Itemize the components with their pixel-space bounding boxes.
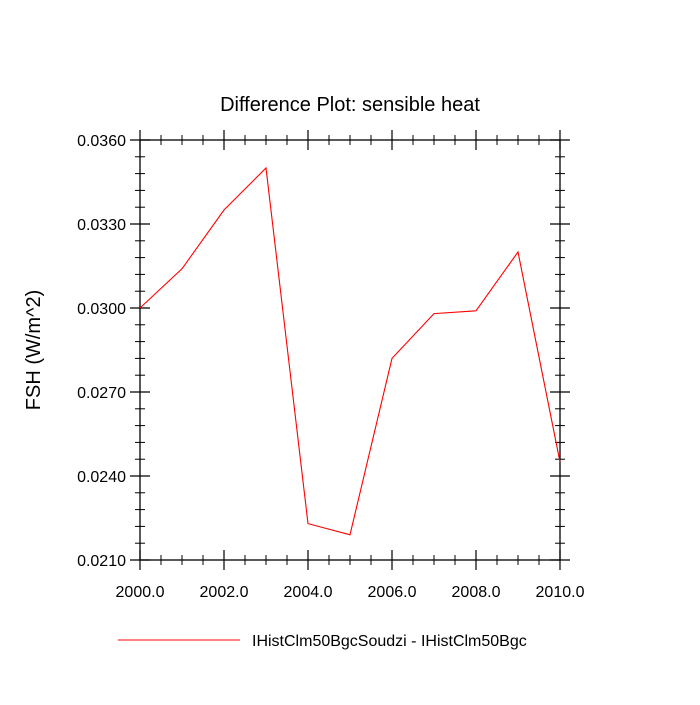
y-tick-label: 0.0270 <box>77 385 126 402</box>
plot-frame <box>139 139 561 561</box>
x-tick-label: 2006.0 <box>368 584 417 601</box>
series-line <box>139 166 561 536</box>
x-tick-label: 2004.0 <box>284 584 333 601</box>
y-tick-label: 0.0210 <box>77 553 126 570</box>
y-tick-label: 0.0360 <box>77 133 126 150</box>
y-tick-label: 0.0300 <box>77 301 126 318</box>
chart-title: Difference Plot: sensible heat <box>220 94 480 116</box>
plot-area: 0.0210 0.0240 0.0270 0.0300 0.0330 0.0360 2000… <box>77 130 585 601</box>
x-tick-label: 2000.0 <box>116 584 165 601</box>
y-tick-label: 0.0330 <box>77 217 126 234</box>
y-axis-label: FSH (W/m^2) <box>23 290 45 410</box>
x-tick-label: 2010.0 <box>536 584 585 601</box>
legend-label: IHistClm50BgcSoudzi - IHistClm50Bgc <box>252 633 527 650</box>
x-tick-label: 2008.0 <box>452 584 501 601</box>
legend: IHistClm50BgcSoudzi - IHistClm50Bgc <box>118 633 527 650</box>
y-tick-label: 0.0240 <box>77 469 126 486</box>
x-tick-label: 2002.0 <box>200 584 249 601</box>
